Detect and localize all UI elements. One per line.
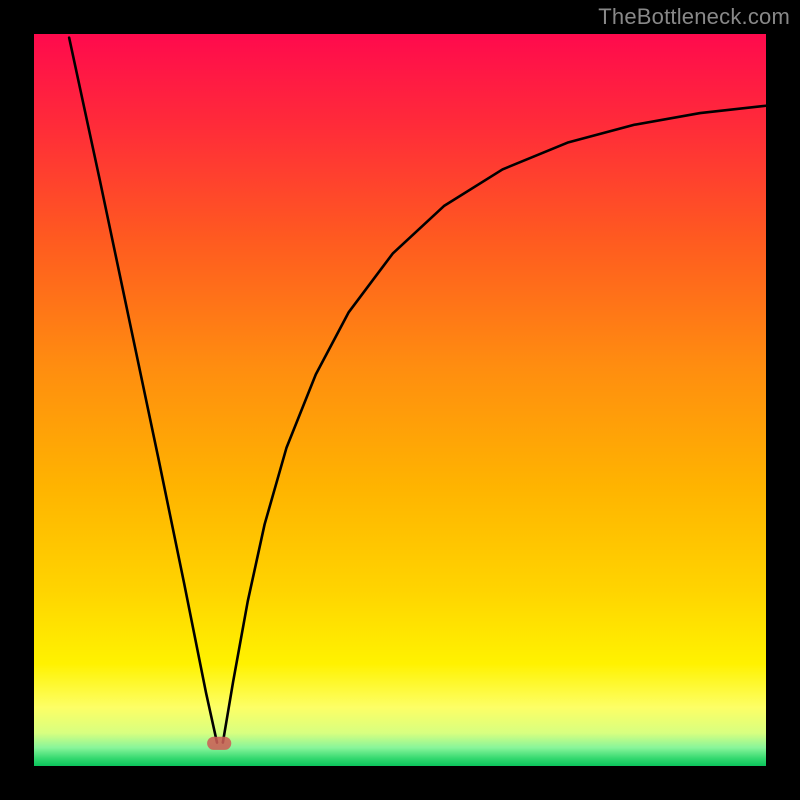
figure-root: TheBottleneck.com xyxy=(0,0,800,800)
plot-area xyxy=(34,34,766,766)
watermark-label: TheBottleneck.com xyxy=(598,4,790,30)
plot-background xyxy=(34,34,766,766)
bottleneck-marker xyxy=(207,737,231,750)
